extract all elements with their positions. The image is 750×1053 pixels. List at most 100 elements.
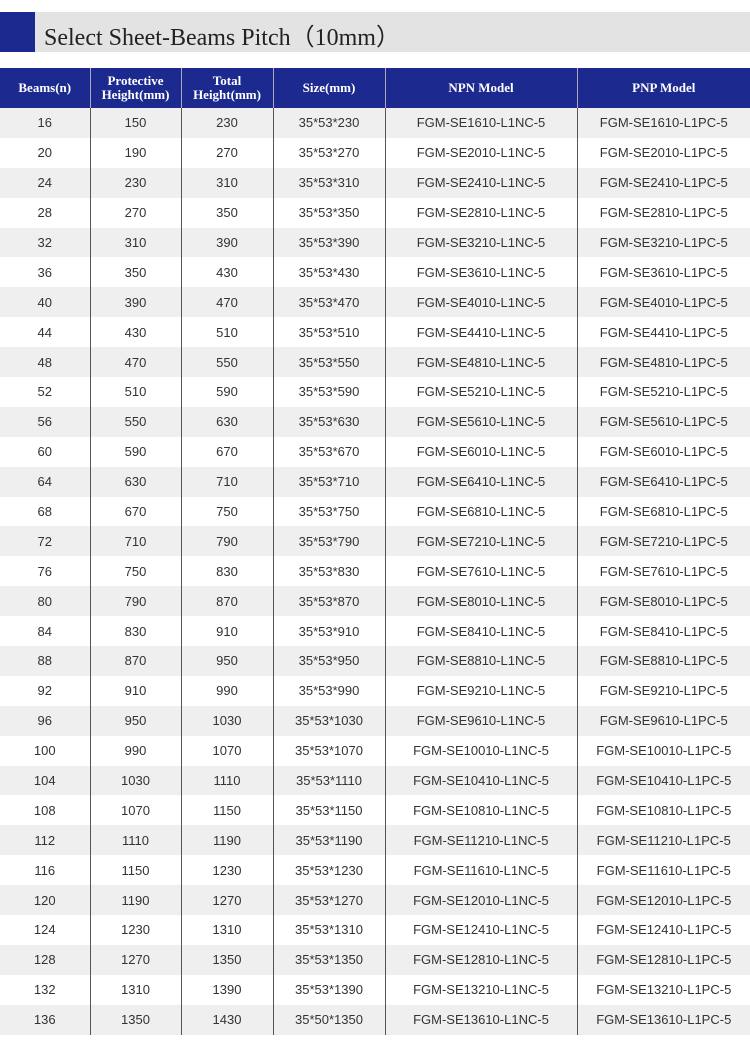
cell-npn-model: FGM-SE11210-L1NC-5	[384, 825, 577, 856]
header-total-height: Total Height(mm)	[180, 68, 273, 108]
cell-total-height: 1030	[180, 705, 273, 736]
cell-total-height: 590	[180, 377, 273, 407]
cell-beams: 112	[0, 825, 90, 856]
cell-pnp-model: FGM-SE2010-L1PC-5	[576, 137, 750, 168]
cell-pnp-model: FGM-SE7210-L1PC-5	[576, 526, 750, 557]
cell-pnp-model: FGM-SE4810-L1PC-5	[576, 347, 750, 378]
cell-protective-height: 910	[89, 675, 181, 706]
cell-size: 35*53*870	[272, 586, 385, 617]
table-row: 108 1070 1150 35*53*1150 FGM-SE10810-L1NC-5 F…	[0, 795, 750, 826]
cell-beams: 76	[37, 563, 52, 579]
table-row: 52 510 590 35*53*590 FGM-SE5210-L1NC-5 FGM-SE…	[0, 377, 750, 407]
table-row: 48 470 550 35*53*550 FGM-SE4810-L1NC-5 FGM-SE…	[0, 347, 750, 378]
table-row: 84 830 910 35*53*910 FGM-SE8410-L1NC-5 FGM-SE…	[0, 616, 750, 647]
table-row: 124 1230 1310 35*53*1310 FGM-SE12410-L1NC-5 F…	[0, 915, 750, 945]
cell-total-height: 870	[180, 586, 273, 617]
cell-total-height: 1070	[180, 735, 273, 766]
cell-protective-height: 990	[89, 735, 181, 766]
spec-table: Beams(n) Protective Height(mm) Total Hei…	[0, 68, 750, 1035]
cell-total-height: 1190	[180, 825, 273, 856]
table-header-row: Beams(n) Protective Height(mm) Total Hei…	[0, 68, 750, 108]
cell-npn-model: FGM-SE10010-L1NC-5	[384, 735, 577, 766]
cell-pnp-model: FGM-SE5610-L1PC-5	[576, 406, 750, 437]
cell-size: 35*53*1070	[272, 735, 385, 766]
cell-protective-height: 350	[89, 257, 181, 288]
cell-total-height: 710	[180, 466, 273, 497]
cell-npn-model: FGM-SE8010-L1NC-5	[384, 586, 577, 617]
cell-protective-height: 390	[89, 287, 181, 318]
cell-total-height: 1430	[180, 1004, 273, 1035]
table-row: 40 390 470 35*53*470 FGM-SE4010-L1NC-5 FGM-SE…	[0, 287, 750, 318]
cell-beams: 132	[33, 982, 56, 998]
cell-pnp-model: FGM-SE10410-L1PC-5	[576, 765, 750, 796]
cell-beams: 16	[0, 108, 90, 138]
cell-size: 35*53*1270	[272, 885, 385, 916]
cell-protective-height: 230	[89, 167, 181, 198]
cell-beams: 60	[37, 444, 52, 460]
cell-size: 35*53*950	[272, 646, 385, 676]
cell-size: 35*53*670	[272, 436, 385, 467]
table-row: 72 710 790 35*53*790 FGM-SE7210-L1NC-5 FGM-SE…	[0, 526, 750, 557]
cell-npn-model: FGM-SE8810-L1NC-5	[384, 646, 577, 676]
cell-protective-height: 590	[89, 436, 181, 467]
cell-beams: 96	[0, 705, 90, 736]
title-bar: Select Sheet-Beams Pitch（10mm）	[0, 12, 750, 52]
table-row: 20 190 270 35*53*270 FGM-SE2010-L1NC-5 FGM-SE…	[0, 137, 750, 168]
cell-beams: 68	[37, 504, 52, 520]
cell-npn-model: FGM-SE8410-L1NC-5	[384, 616, 577, 647]
cell-total-height: 1230	[180, 855, 273, 886]
cell-total-height: 350	[180, 197, 273, 228]
cell-npn-model: FGM-SE6010-L1NC-5	[384, 436, 577, 467]
cell-npn-model: FGM-SE4410-L1NC-5	[384, 317, 577, 348]
cell-pnp-model: FGM-SE7610-L1PC-5	[576, 556, 750, 587]
cell-beams: 136	[0, 1004, 90, 1035]
cell-beams: 28	[37, 205, 52, 221]
cell-beams: 92	[37, 683, 52, 699]
cell-protective-height: 750	[89, 556, 181, 587]
cell-npn-model: FGM-SE9610-L1NC-5	[384, 705, 577, 736]
cell-total-height: 990	[180, 675, 273, 706]
cell-total-height: 1310	[180, 915, 273, 945]
cell-npn-model: FGM-SE7210-L1NC-5	[384, 526, 577, 557]
cell-size: 35*53*1230	[272, 855, 385, 886]
cell-size: 35*53*990	[272, 675, 385, 706]
cell-npn-model: FGM-SE2410-L1NC-5	[384, 167, 577, 198]
cell-beams: 84	[37, 623, 52, 639]
cell-beams: 36	[37, 264, 52, 280]
cell-pnp-model: FGM-SE13610-L1PC-5	[576, 1004, 750, 1035]
cell-total-height: 790	[180, 526, 273, 557]
cell-protective-height: 1070	[89, 795, 181, 826]
table-row: 28 270 350 35*53*350 FGM-SE2810-L1NC-5 FGM-SE…	[0, 197, 750, 228]
cell-size: 35*53*630	[272, 406, 385, 437]
cell-pnp-model: FGM-SE3610-L1PC-5	[576, 257, 750, 288]
cell-size: 35*53*270	[272, 137, 385, 168]
cell-pnp-model: FGM-SE1610-L1PC-5	[576, 108, 750, 138]
cell-beams: 40	[0, 287, 90, 318]
cell-protective-height: 630	[89, 466, 181, 497]
cell-size: 35*53*1190	[272, 825, 385, 856]
cell-size: 35*53*910	[272, 616, 385, 647]
cell-beams: 128	[0, 944, 90, 975]
cell-npn-model: FGM-SE7610-L1NC-5	[384, 556, 577, 587]
cell-npn-model: FGM-SE2810-L1NC-5	[384, 197, 577, 228]
cell-npn-model: FGM-SE6410-L1NC-5	[384, 466, 577, 497]
cell-beams: 80	[0, 586, 90, 617]
cell-protective-height: 1230	[89, 915, 181, 945]
table-row: 68 670 750 35*53*750 FGM-SE6810-L1NC-5 FGM-SE…	[0, 496, 750, 527]
cell-total-height: 1150	[180, 795, 273, 826]
table-row: 88 870 950 35*53*950 FGM-SE8810-L1NC-5 FGM-SE…	[0, 646, 750, 676]
table-row: 56 550 630 35*53*630 FGM-SE5610-L1NC-5 FGM-SE…	[0, 406, 750, 437]
cell-pnp-model: FGM-SE8010-L1PC-5	[576, 586, 750, 617]
cell-pnp-model: FGM-SE6810-L1PC-5	[576, 496, 750, 527]
cell-total-height: 430	[180, 257, 273, 288]
table-row: 36 350 430 35*53*430 FGM-SE3610-L1NC-5 FGM-SE…	[0, 257, 750, 288]
cell-beams: 64	[0, 466, 90, 497]
cell-size: 35*53*230	[272, 108, 385, 138]
cell-total-height: 1270	[180, 885, 273, 916]
cell-pnp-model: FGM-SE3210-L1PC-5	[576, 227, 750, 258]
cell-npn-model: FGM-SE12010-L1NC-5	[384, 885, 577, 916]
cell-pnp-model: FGM-SE2810-L1PC-5	[576, 197, 750, 228]
cell-size: 35*53*1150	[272, 795, 385, 826]
page-title: Select Sheet-Beams Pitch（10mm）	[44, 25, 400, 51]
cell-pnp-model: FGM-SE9210-L1PC-5	[576, 675, 750, 706]
